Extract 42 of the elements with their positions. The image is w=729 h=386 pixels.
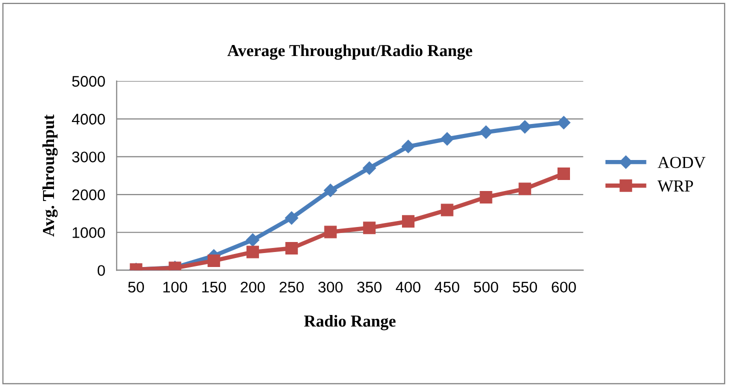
point [208, 254, 220, 267]
point [324, 226, 337, 238]
x-tick-label: 150 [202, 282, 226, 293]
point [440, 132, 454, 146]
point [557, 116, 570, 130]
x-tick-label: 100 [163, 282, 188, 293]
y-tick-label: 1000 [72, 227, 105, 238]
point [285, 242, 298, 255]
x-tick-label: 500 [474, 282, 498, 293]
point [440, 204, 454, 216]
x-tick-label: 200 [240, 282, 265, 293]
x-tick-label: 250 [280, 282, 304, 293]
y-axis-title: Avg. Throughput [42, 114, 58, 237]
x-tick-label: 350 [357, 282, 382, 293]
legend-label: AODV [658, 156, 706, 168]
point [402, 140, 415, 154]
x-tick-label: 50 [128, 282, 144, 293]
x-tick-label: 600 [552, 282, 576, 293]
point [246, 246, 259, 258]
chart-title: Average Throughput/Radio Range [227, 44, 472, 60]
point [246, 233, 260, 247]
point [518, 120, 532, 134]
y-tick-label: 4000 [72, 114, 105, 125]
legend-label: WRP [658, 180, 693, 192]
x-axis-title: Radio Range [304, 314, 396, 330]
point [480, 190, 492, 204]
point [402, 215, 414, 228]
y-tick-label: 0 [98, 265, 105, 276]
x-tick-label: 300 [318, 282, 343, 293]
x-tick-label: 550 [512, 282, 538, 293]
point [362, 161, 376, 175]
point [558, 167, 570, 180]
point [479, 126, 493, 139]
point [324, 184, 338, 197]
point [518, 182, 532, 196]
y-tick-label: 5000 [72, 76, 105, 87]
x-tick-label: 450 [434, 282, 460, 293]
point [285, 211, 298, 225]
x-tick-label: 400 [396, 282, 420, 293]
point [363, 222, 376, 234]
y-tick-label: 2000 [72, 189, 105, 200]
y-tick-label: 3000 [72, 152, 105, 162]
